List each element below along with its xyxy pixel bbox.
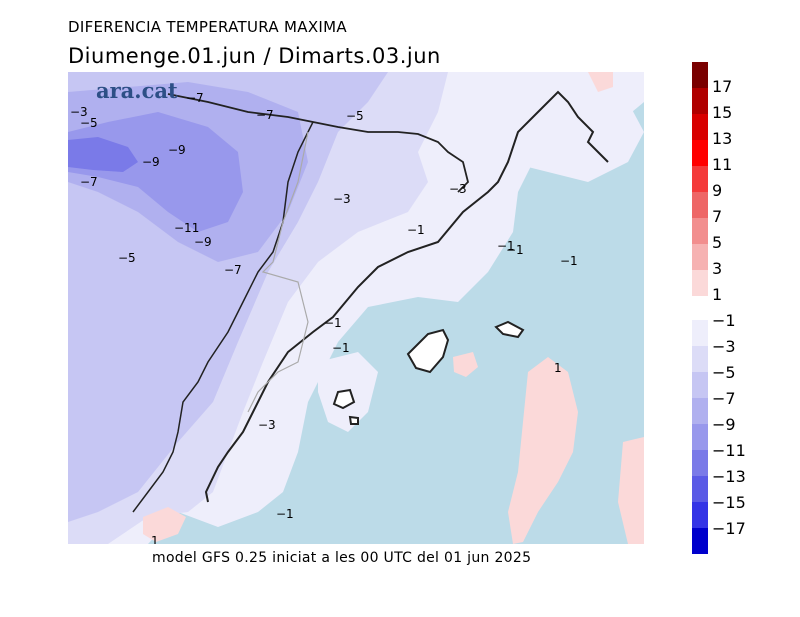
legend-label: 17 — [712, 77, 733, 96]
legend-swatch — [692, 372, 708, 398]
legend-label: 9 — [712, 181, 723, 200]
field-plus1-far-east — [618, 437, 644, 544]
legend-swatch — [692, 528, 708, 554]
legend-swatch — [692, 166, 708, 192]
legend-swatch — [692, 424, 708, 450]
legend-swatch — [692, 398, 708, 424]
legend-label: 11 — [712, 155, 733, 174]
chart-title: DIFERENCIA TEMPERATURA MAXIMA — [68, 18, 347, 36]
contour-label: −3 — [333, 192, 351, 206]
contour-label: −5 — [346, 109, 364, 123]
legend-swatch — [692, 244, 708, 270]
contour-label: −9 — [194, 235, 212, 249]
field-plus1-mallorca — [453, 352, 478, 377]
model-caption: model GFS 0.25 iniciat a les 00 UTC del … — [152, 550, 532, 566]
contour-label: −3 — [70, 105, 88, 119]
legend-label: −5 — [712, 363, 736, 382]
legend-swatch — [692, 346, 708, 372]
field-minus11 — [68, 137, 138, 172]
island-mallorca — [406, 328, 450, 374]
legend-label: −3 — [712, 337, 736, 356]
contour-label: −5 — [80, 116, 98, 130]
legend-swatch — [692, 502, 708, 528]
legend-label: −9 — [712, 415, 736, 434]
legend-swatch — [692, 320, 708, 346]
legend-label: −13 — [712, 467, 746, 486]
legend-label: 5 — [712, 233, 723, 252]
contour-label: −7 — [80, 175, 98, 189]
legend-swatch — [692, 218, 708, 244]
legend-label: 15 — [712, 103, 733, 122]
legend-swatch — [692, 270, 708, 296]
contour-label: −1 — [497, 239, 515, 253]
contour-label: −1 — [560, 254, 578, 268]
legend-label: 7 — [712, 207, 723, 226]
contour-label: −7 — [256, 108, 274, 122]
contour-label: −1 — [407, 223, 425, 237]
map-svg: −3−5−7−7 −5−9−9−7−11−9−5−7−3−3−1−1−1−1−1−… — [68, 72, 644, 544]
legend-label: −15 — [712, 493, 746, 512]
contour-label: −7 — [224, 263, 242, 277]
field-plus1-ne — [588, 72, 613, 92]
legend-swatch — [692, 62, 708, 88]
legend-swatch — [692, 192, 708, 218]
legend-swatch — [692, 114, 708, 140]
contour-label: −1 — [332, 341, 350, 355]
field-plus1-south — [143, 507, 186, 542]
contour-label: −3 — [449, 182, 467, 196]
island-menorca — [494, 320, 525, 339]
chart-subtitle: Diumenge.01.jun / Dimarts.03.jun — [68, 44, 441, 68]
contour-label: 1 — [151, 534, 159, 544]
legend-swatch — [692, 450, 708, 476]
contour-label: −1 — [324, 316, 342, 330]
contour-label: −3 — [258, 418, 276, 432]
grey-border — [247, 131, 309, 413]
contour-label: −1 — [506, 243, 524, 257]
field-minus1-north — [488, 82, 644, 182]
legend-label: 3 — [712, 259, 723, 278]
contour-labels: −3−5−7−7 −5−9−9−7−11−9−5−7−3−3−1−1−1−1−1−… — [70, 91, 578, 544]
contour-label: −11 — [174, 221, 199, 235]
legend-swatch — [692, 140, 708, 166]
contour-label: −9 — [168, 143, 186, 157]
legend-label: −11 — [712, 441, 746, 460]
legend-swatch — [692, 88, 708, 114]
regional-border — [132, 121, 314, 513]
contour-label: −5 — [118, 251, 136, 265]
international-border — [167, 93, 469, 193]
contour-label: −9 — [142, 155, 160, 169]
ara-cat-logo: ara.cat — [96, 78, 178, 103]
contour-label: 1 — [554, 361, 562, 375]
island-ibiza — [332, 388, 356, 410]
legend-label: −1 — [712, 311, 736, 330]
island-formentera — [348, 415, 359, 425]
field-plus1-east — [508, 357, 578, 544]
legend-label: 1 — [712, 285, 723, 304]
legend-swatch — [692, 476, 708, 502]
contour-label: −1 — [276, 507, 294, 521]
legend-label: 13 — [712, 129, 733, 148]
legend-label: −17 — [712, 519, 746, 538]
coastline — [204, 90, 609, 503]
color-legend: 17 15 13 11 9 7 5 3 1 −1 −3 −5 −7 −9 −11 −13 −15 −17 — [692, 62, 772, 557]
legend-label: −7 — [712, 389, 736, 408]
contour-label: −7 — [186, 91, 204, 105]
temperature-difference-map: −3 −5 −7 −7 −5 −9 −9 −7 −11 −9 −5 −7 −3 −3 −1 −1 −1 −1 −1−… — [68, 72, 644, 544]
